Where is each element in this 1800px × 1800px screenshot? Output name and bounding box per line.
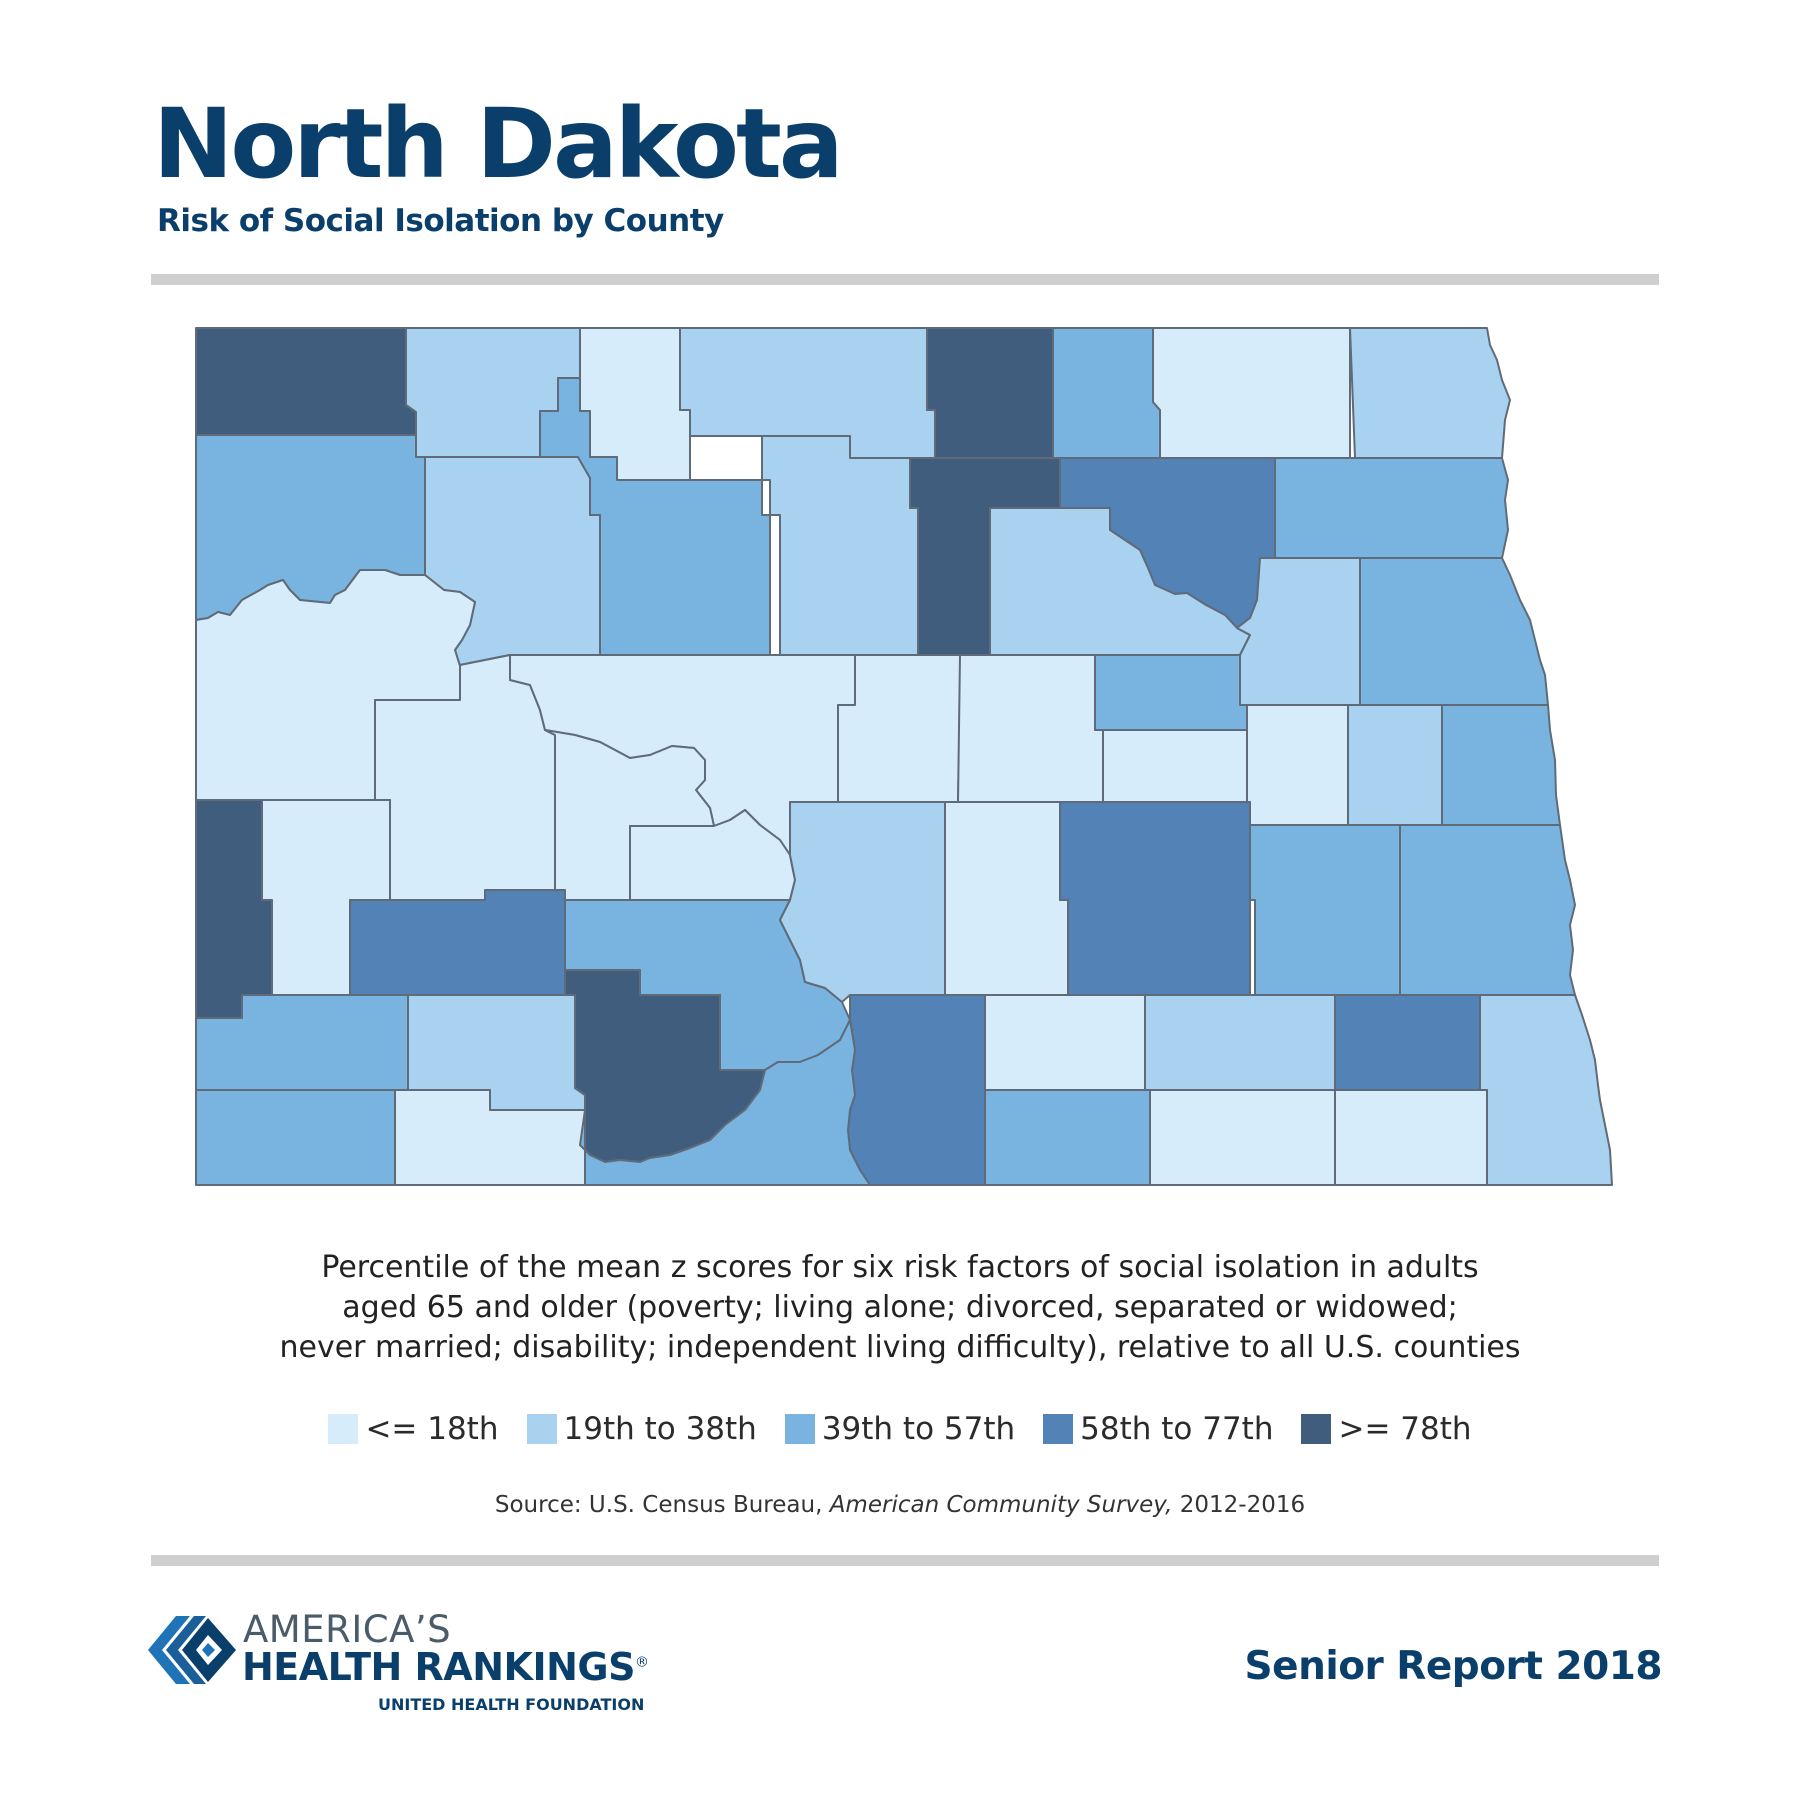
county-cavalier: [1152, 327, 1351, 459]
logo-wordmark-main: HEALTH RANKINGS®: [242, 1645, 649, 1689]
county-richland: [1479, 994, 1613, 1186]
county-cass: [1399, 824, 1576, 996]
county-mchenry: [761, 435, 919, 656]
source-prefix: Source: U.S. Census Bureau,: [494, 1492, 830, 1518]
registered-mark: ®: [634, 1654, 649, 1671]
county-walsh: [1259, 457, 1509, 559]
top-divider: [151, 274, 1659, 285]
caption-line: Percentile of the mean z scores for six …: [321, 1250, 1479, 1285]
legend-label: 19th to 38th: [563, 1411, 757, 1447]
county-sheridan: [837, 654, 961, 803]
page-subtitle: Risk of Social Isolation by County: [157, 203, 724, 239]
county-burleigh: [779, 801, 946, 1003]
county-stutsman: [1059, 801, 1251, 996]
county-lamoure: [1144, 994, 1336, 1091]
county-sioux: [579, 1019, 871, 1186]
county-grand-forks: [1359, 557, 1549, 706]
county-emmons: [847, 994, 986, 1186]
source-suffix: 2012-2016: [1172, 1492, 1306, 1518]
legend-label: 58th to 77th: [1080, 1411, 1274, 1447]
source-survey: American Community Survey,: [829, 1492, 1173, 1518]
county-divide: [195, 327, 417, 436]
map-legend: <= 18th 19th to 38th 39th to 57th 58th t…: [0, 1411, 1800, 1447]
legend-swatch: [328, 1414, 359, 1444]
map-caption: Percentile of the mean z scores for six …: [200, 1248, 1600, 1368]
legend-item: 58th to 77th: [1043, 1411, 1273, 1447]
county-bowman: [195, 1089, 396, 1186]
county-logan: [984, 994, 1146, 1091]
logo-wordmark-sub: UNITED HEALTH FOUNDATION: [378, 1695, 645, 1714]
legend-label: 39th to 57th: [821, 1411, 1016, 1447]
legend-label: <= 18th: [365, 1411, 499, 1447]
legend-swatch: [1043, 1414, 1074, 1444]
logo-main-text: HEALTH RANKINGS: [242, 1645, 635, 1689]
legend-swatch: [526, 1414, 557, 1444]
county-map: [195, 327, 1613, 1186]
county-stark: [349, 889, 566, 996]
county-kidder: [944, 801, 1069, 996]
bottom-divider: [151, 1555, 1659, 1566]
legend-item: >= 78th: [1301, 1411, 1472, 1447]
page-title: North Dakota: [153, 88, 844, 200]
county-golden-valley: [195, 799, 273, 1019]
county-ward: [539, 377, 771, 656]
county-traill: [1441, 704, 1561, 826]
county-wells: [957, 654, 1104, 803]
county-steele: [1347, 704, 1443, 826]
county-ransom: [1334, 994, 1481, 1091]
legend-item: 39th to 57th: [784, 1411, 1016, 1447]
diamond-logo-icon: [148, 1616, 236, 1684]
county-eddy: [1094, 654, 1248, 731]
county-barnes: [1249, 824, 1401, 996]
report-name: Senior Report 2018: [1244, 1644, 1663, 1689]
caption-line: never married; disability; independent l…: [279, 1330, 1521, 1365]
county-rolette: [926, 327, 1054, 459]
county-foster: [1102, 729, 1248, 803]
county-dickey: [1149, 1089, 1336, 1186]
americas-health-rankings-logo: AMERICA’S HEALTH RANKINGS® UNITED HEALTH…: [146, 1605, 706, 1715]
legend-swatch: [784, 1414, 815, 1444]
logo-wordmark-top: AMERICA’S: [243, 1608, 452, 1651]
legend-item: 19th to 38th: [526, 1411, 757, 1447]
county-griggs: [1246, 704, 1349, 826]
county-mcintosh: [984, 1089, 1151, 1186]
county-pembina: [1349, 327, 1511, 459]
legend-label: >= 78th: [1338, 1411, 1472, 1447]
source-note: Source: U.S. Census Bureau, American Com…: [0, 1492, 1800, 1518]
caption-line: aged 65 and older (poverty; living alone…: [342, 1290, 1458, 1325]
county-sargent: [1334, 1089, 1488, 1186]
legend-item: <= 18th: [328, 1411, 499, 1447]
legend-swatch: [1301, 1414, 1332, 1444]
